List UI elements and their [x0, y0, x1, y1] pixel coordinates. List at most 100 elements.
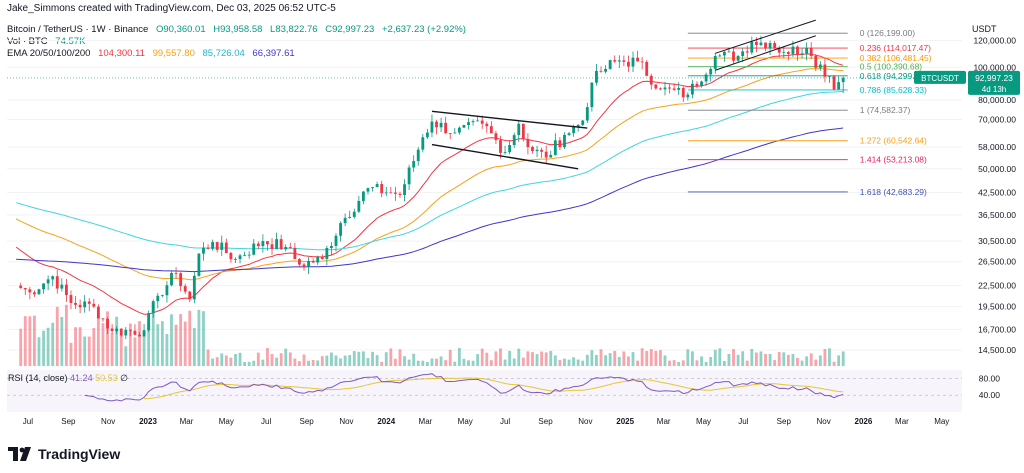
candle-body: [764, 42, 767, 49]
candle: [430, 114, 434, 138]
symbol-legend[interactable]: Bitcoin / TetherUS · 1W · Binance O90,36…: [7, 24, 471, 35]
candle: [745, 45, 749, 58]
candle: [608, 59, 612, 70]
candle: [19, 282, 23, 289]
candle: [398, 191, 402, 198]
candle: [380, 180, 384, 198]
time-tick-label: Jul: [23, 417, 33, 426]
candle: [188, 290, 192, 303]
candle: [170, 270, 173, 287]
candle-body: [791, 46, 795, 54]
price-tick-label: 26,500.00: [978, 257, 1016, 267]
tradingview-logo-icon: [8, 447, 31, 461]
candle: [809, 42, 813, 60]
volume-bar: [247, 361, 251, 366]
candle-body: [467, 122, 470, 126]
candle-body: [293, 247, 297, 260]
candle: [590, 82, 594, 112]
candle-body: [531, 147, 534, 152]
candle: [741, 48, 745, 62]
candle-body: [435, 121, 438, 128]
candle-body: [266, 241, 269, 245]
volume-bar: [663, 355, 667, 366]
volume-bar: [832, 361, 836, 366]
ohlc-open: O90,360.01: [155, 24, 206, 35]
candle-body: [398, 193, 402, 195]
candle-body: [298, 259, 301, 265]
ema50-line: [15, 68, 844, 281]
candle: [238, 253, 242, 264]
candle-body: [544, 151, 548, 158]
volume-bar: [389, 348, 393, 366]
candle-body: [754, 41, 758, 46]
volume-bar: [572, 357, 576, 366]
candle-body: [732, 51, 735, 61]
candle-body: [224, 242, 228, 253]
candle: [750, 36, 754, 55]
volume-bar: [448, 349, 452, 366]
candle-body: [503, 152, 507, 153]
candle-body: [818, 64, 822, 68]
candle-body: [19, 285, 23, 289]
candle-body: [316, 256, 320, 263]
fib-label: 1.618 (42,683.29): [860, 187, 927, 197]
candle: [46, 275, 50, 291]
rsi-ma-value: 50.53: [95, 373, 118, 383]
candle-body: [622, 60, 626, 62]
volume-bar: [604, 355, 608, 366]
candle: [709, 67, 713, 82]
volume-bar: [430, 358, 434, 366]
volume-bar: [499, 348, 502, 366]
ohlc-close: C92,997.23: [325, 24, 375, 35]
candle: [805, 42, 809, 61]
time-tick-label: 2023: [139, 417, 157, 426]
candle: [773, 40, 777, 50]
price-tick-label: 14,500.00: [978, 345, 1016, 355]
volume-bar: [777, 352, 781, 366]
candle: [302, 262, 306, 271]
candle: [51, 275, 55, 287]
time-tick-label: May: [458, 417, 473, 426]
fib-label: 1.414 (53,213.08): [860, 155, 927, 165]
candle-body: [238, 255, 242, 259]
volume-bar: [64, 304, 68, 366]
candle-body: [384, 192, 388, 194]
candle: [732, 46, 735, 64]
candle: [298, 258, 301, 267]
candle-body: [837, 82, 841, 90]
candle-body: [28, 289, 32, 293]
rsi-pane: 80.00 40.00: [7, 370, 1000, 412]
volume-bar: [142, 333, 146, 366]
candle-body: [279, 239, 283, 250]
candle: [837, 76, 841, 90]
tradingview-logo[interactable]: TradingView: [8, 444, 120, 464]
volume-bar: [334, 355, 338, 366]
candle: [361, 190, 365, 205]
candle-body: [759, 42, 763, 46]
candle: [494, 130, 498, 144]
ohlc-low: L83,822.76: [270, 24, 318, 35]
volume-bar: [681, 360, 685, 366]
price-tick-label: 16,700.00: [978, 324, 1016, 334]
candle: [736, 54, 740, 63]
time-tick-label: May: [219, 417, 234, 426]
fib-level: 1.414 (53,213.08): [687, 155, 927, 165]
candle: [782, 46, 786, 59]
fib-label: 0.382 (106,481.45): [860, 53, 932, 63]
price-tick-label: 30,500.00: [978, 236, 1016, 246]
candle-body: [51, 276, 55, 280]
volume-bar: [453, 361, 457, 366]
candle-body: [526, 139, 530, 148]
rsi-legend[interactable]: RSI (14, close) 41.24 50.53 ∅: [8, 373, 128, 384]
volume-legend[interactable]: Vol · BTC 74.57K: [7, 36, 90, 47]
candle-body: [718, 55, 722, 57]
axes: 120,000.00 100,000.00 80,000.00 70,000.00 58…: [23, 36, 1016, 426]
candle-body: [46, 279, 50, 284]
price-tick-label: 120,000.00: [973, 36, 1016, 46]
volume-bar: [809, 353, 813, 366]
candle: [759, 35, 763, 47]
ema-legend[interactable]: EMA 20/50/100/200 104,300.11 99,557.80 8…: [7, 48, 300, 59]
candle-body: [828, 76, 831, 78]
fibonacci-levels: 0 (126,199.00) 0.236 (114,017.47)0.382 (1…: [687, 28, 932, 197]
